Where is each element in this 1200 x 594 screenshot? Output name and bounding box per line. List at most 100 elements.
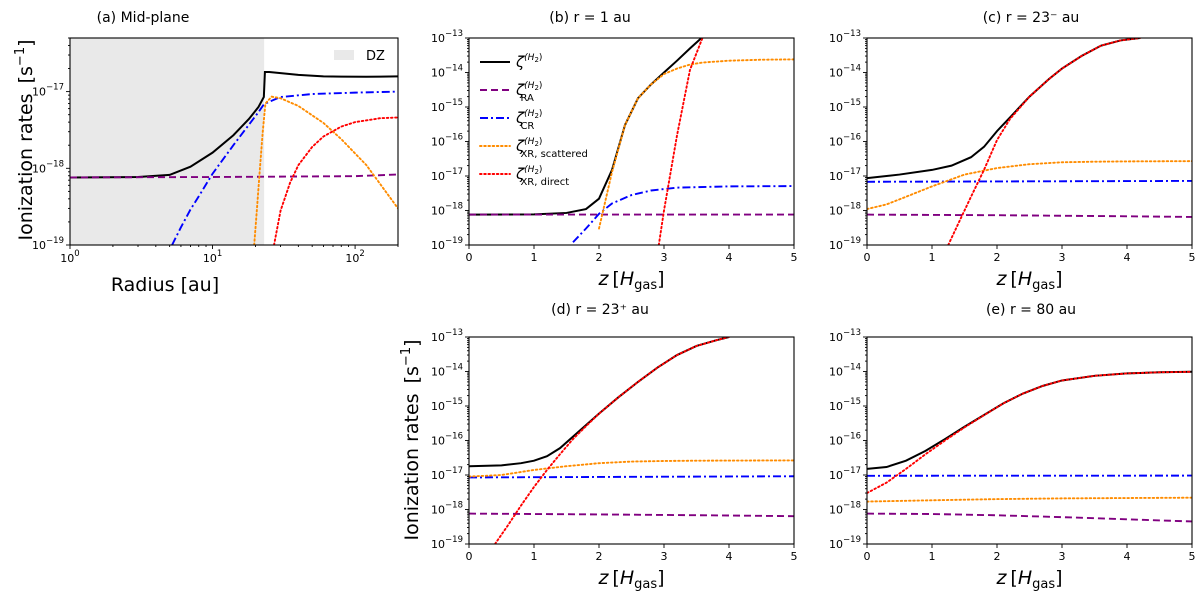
series-xr-scattered: [867, 496, 1192, 503]
series-group: [867, 370, 1192, 523]
tick-label-x: 5: [791, 251, 798, 264]
tick-label-x: 5: [791, 550, 798, 563]
tick-label-y: 10−18: [829, 202, 861, 218]
tick-label-y: 10−19: [32, 236, 64, 252]
panel-title: (e) r = 80 au: [986, 302, 1076, 318]
series-cr: [171, 90, 398, 245]
tick-label-x: 1: [929, 550, 936, 563]
tick-label-y: 10−18: [431, 202, 463, 218]
tick-label-y: 10−17: [32, 83, 64, 99]
tick-label-x: 0: [864, 251, 871, 264]
ylabel-unit-exp: −1: [13, 47, 28, 66]
tick-label-x: 4: [726, 550, 733, 563]
tick-label-y: 10−15: [431, 98, 463, 114]
panel-title: (c) r = 23⁻ au: [983, 10, 1080, 26]
tick-label-y: 10−13: [829, 29, 861, 45]
series-group: [469, 38, 794, 245]
tick-label-y: 10−13: [431, 29, 463, 45]
tick-label-x: 2: [596, 251, 603, 264]
tick-label-y: 10−16: [829, 133, 861, 149]
z-axis-labels: z [Hgas] z [Hgas] z [Hgas] z [Hgas]: [597, 268, 1062, 592]
tick-label-y: 10−16: [431, 432, 463, 448]
tick-label-y: 10−14: [829, 64, 861, 80]
series-xr-scattered: [253, 95, 398, 245]
tick-label-y: 10−14: [431, 64, 463, 80]
series-ra: [867, 213, 1192, 218]
tick-label-x: 0: [466, 550, 473, 563]
tick-label-x: 3: [1059, 251, 1066, 264]
legend: ζ(H2) ζ(H2) RA ζ(H2) CR ζ(H2) XR, scattered ζ(H…: [479, 53, 588, 188]
series-xr-scattered: [469, 459, 794, 478]
dead-zone-region: [70, 38, 265, 245]
series-total: [469, 337, 730, 468]
tick-label-y: 10−17: [431, 167, 463, 183]
tick-label-x: 0: [864, 550, 871, 563]
ylabel-unit-close: ]: [401, 339, 423, 346]
panel-title: (b) r = 1 au: [549, 10, 630, 26]
legend-label-cr: ζ(H2) CR: [515, 109, 542, 132]
series-xr-direct: [494, 337, 730, 544]
series-xr-scattered: [867, 160, 1192, 211]
tick-label-y: 10−19: [829, 535, 861, 551]
ylabel-text: Ionization rates: [15, 93, 37, 240]
axes-frame: [866, 336, 1193, 545]
tick-label-x: 3: [1059, 550, 1066, 563]
legend-label-xr-scattered: ζ(H2) XR, scattered: [515, 137, 588, 160]
tick-label-x: 4: [1124, 550, 1131, 563]
tick-label-y: 10−14: [829, 363, 861, 379]
legend-label-total: ζ(H2): [515, 53, 542, 71]
tick-label-x: 5: [1189, 550, 1196, 563]
series-cr: [469, 475, 794, 479]
panel-b-r1au: (b) r = 1 au 10−19 10−18 10−17 10−16 10−15 10…: [431, 10, 797, 264]
tick-label-x: 4: [726, 251, 733, 264]
tick-label-y: 10−16: [829, 432, 861, 448]
axes-frame: [69, 37, 399, 246]
series-total: [70, 71, 398, 179]
tick-label-y: 10−18: [431, 501, 463, 517]
x-axis-label: z [Hgas]: [597, 567, 664, 592]
tick-label-x: 1: [531, 550, 538, 563]
series-group: [469, 337, 794, 544]
legend-label-ra: ζ(H2) RA: [515, 81, 542, 104]
panel-c-r23minus: (c) r = 23⁻ au 10−19 10−18 10−17 10−16 10−15…: [829, 10, 1195, 264]
tick-label-x: 2: [596, 550, 603, 563]
ylabel-unit-exp: −1: [399, 347, 414, 366]
tick-label-x: 102: [345, 249, 364, 265]
tick-label-y: 10−18: [829, 501, 861, 517]
panel-e-r80au: (e) r = 80 au 10−19 10−18 10−17 10−16 10−15 1…: [829, 302, 1195, 563]
series-xr-direct: [273, 116, 398, 245]
tick-label-x: 2: [994, 550, 1001, 563]
dz-legend-swatch: [334, 50, 354, 60]
dz-legend-label: DZ: [366, 49, 385, 64]
tick-label-x: 100: [60, 249, 79, 265]
x-axis-label: z [Hgas]: [597, 268, 664, 293]
x-axis-label: Radius [au]: [111, 274, 219, 296]
tick-label-x: 1: [531, 251, 538, 264]
tick-label-y: 10−15: [829, 98, 861, 114]
series-ra: [469, 512, 794, 518]
y-axis-label-bottom: Ionization rates [s−1]: [399, 339, 423, 540]
series-total: [867, 370, 1192, 470]
tick-label-x: 5: [1189, 251, 1196, 264]
y-axis-label-top: Ionization rates [s−1]: [13, 39, 37, 240]
tick-label-y: 10−17: [431, 466, 463, 482]
tick-label-x: 1: [929, 251, 936, 264]
panel-a-midplane: (a) Mid-plane Radius [au] DZ 10−19 10−18 1…: [32, 10, 399, 296]
tick-label-x: 4: [1124, 251, 1131, 264]
panel-title: (d) r = 23⁺ au: [551, 302, 649, 318]
x-axis-label: z [Hgas]: [995, 567, 1062, 592]
tick-label-y: 10−17: [829, 466, 861, 482]
tick-label-y: 10−13: [431, 328, 463, 344]
tick-label-y: 10−19: [829, 236, 861, 252]
tick-label-y: 10−19: [431, 236, 463, 252]
tick-label-y: 10−16: [431, 133, 463, 149]
tick-label-x: 3: [661, 251, 668, 264]
tick-label-x: 101: [203, 249, 222, 265]
ylabel-unit: [s: [15, 66, 37, 83]
panel-title: (a) Mid-plane: [97, 10, 190, 26]
tick-label-x: 2: [994, 251, 1001, 264]
tick-label-y: 10−15: [829, 397, 861, 413]
series-xr-direct: [947, 38, 1141, 245]
series-ra: [867, 512, 1192, 523]
series-cr: [572, 185, 794, 243]
